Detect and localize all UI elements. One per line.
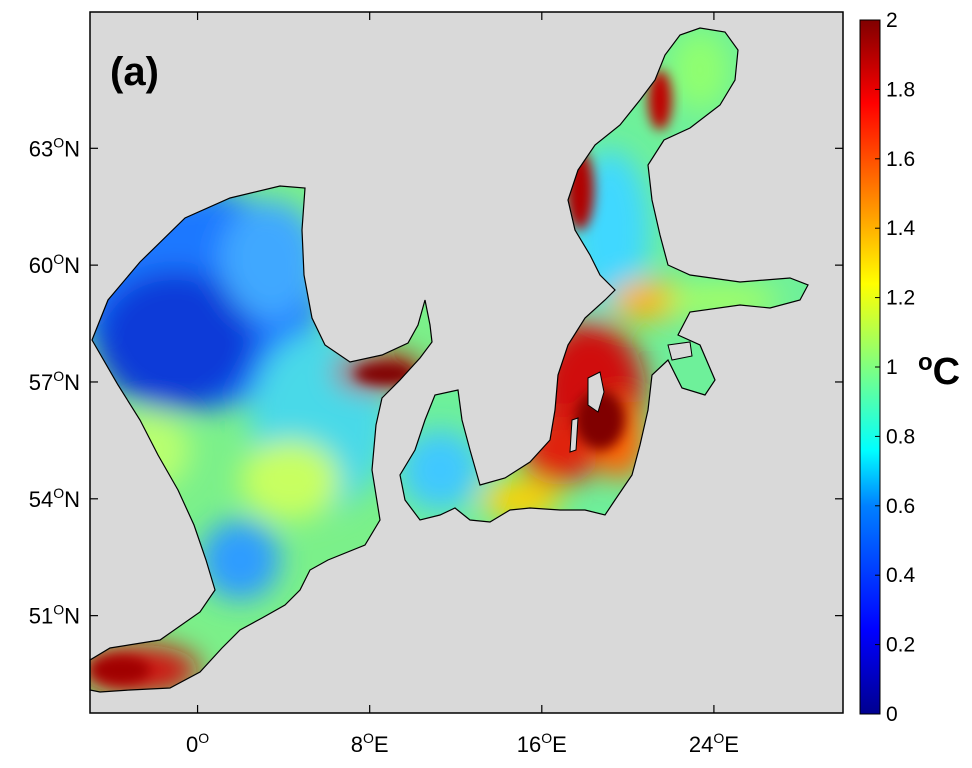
colorbar-tick-label: 1.6 [886,148,915,171]
colorbar-tick-label: 1.8 [886,78,915,101]
colorbar-tick-label: 0.8 [886,425,915,448]
unit-label: oC [918,349,960,393]
colorbar-tick-label: 1.2 [886,287,915,310]
lon-tick-label: 24OE [689,730,739,757]
colorbar-tick-label: 0 [886,703,898,726]
lat-tick-label: 63ON [29,134,80,161]
lon-tick-label: 16OE [517,730,567,757]
lat-tick-label: 54ON [29,485,80,512]
colorbar-tick-label: 2 [886,9,898,32]
panel-label: (a) [110,50,159,94]
colorbar-tick-label: 1.4 [886,217,916,240]
lon-tick-label: 0O [186,730,209,757]
lon-tick-label: 8OE [351,730,389,757]
lat-tick-label: 57ON [29,368,80,395]
colorbar-tick-label: 1 [886,356,898,379]
lat-tick-label: 51ON [29,602,80,629]
lat-tick-label: 60ON [29,251,80,278]
colorbar-tick-label: 0.4 [886,564,916,587]
colorbar-tick-label: 0.2 [886,634,915,657]
colorbar-ticks: 0 0.2 0.4 0.6 0.8 1 1.2 1.4 1.6 1.8 2 [875,9,916,726]
colorbar-tick-label: 0.6 [886,495,915,518]
